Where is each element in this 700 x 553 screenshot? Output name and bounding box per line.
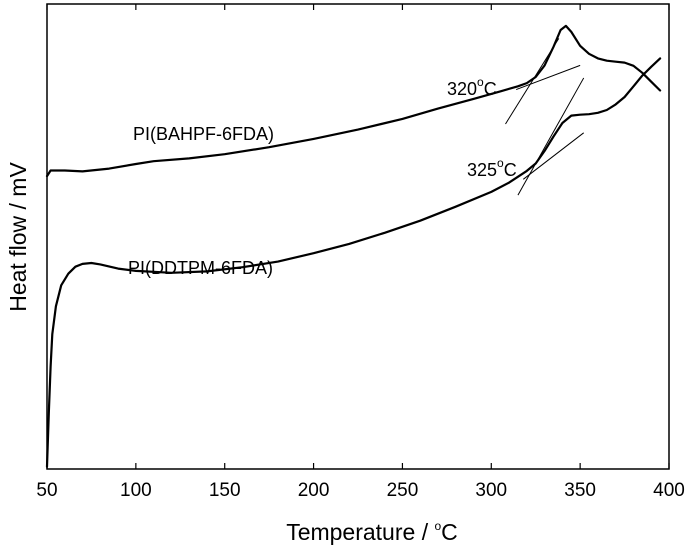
x-tick-label-250: 250 <box>387 480 419 501</box>
tangent-1-1 <box>522 132 585 180</box>
plot-frame <box>46 3 670 470</box>
tangent-0-1 <box>515 64 581 91</box>
series-labels: PI(BAHPF-6FDA) 320oC PI(DDTPM-6FDA) 325oC <box>128 75 517 278</box>
x-axis-label: Temperature / oC <box>286 519 458 545</box>
series-name-0: PI(BAHPF-6FDA) <box>133 124 274 144</box>
x-tick-label-400: 400 <box>653 480 685 501</box>
x-tick-label-150: 150 <box>209 480 241 501</box>
x-tick-label-100: 100 <box>120 480 152 501</box>
onset-label-1: 325oC <box>467 156 517 180</box>
onset-tangent-lines <box>505 38 585 196</box>
x-axis-tick-labels: 50 100 150 200 250 300 350 400 <box>36 480 684 501</box>
x-tick-label-200: 200 <box>298 480 330 501</box>
x-tick-label-350: 350 <box>564 480 596 501</box>
x-axis-ticks <box>46 4 670 469</box>
x-tick-label-300: 300 <box>475 480 507 501</box>
onset-label-0: 320oC <box>447 75 497 99</box>
series-curve-1 <box>45 57 662 468</box>
tangent-1-0 <box>517 77 585 196</box>
x-tick-label-50: 50 <box>36 480 57 501</box>
series-name-1: PI(DDTPM-6FDA) <box>128 258 273 278</box>
series-curves <box>45 24 662 468</box>
y-axis-label: Heat flow / mV <box>5 162 31 312</box>
series-curve-0 <box>45 24 662 178</box>
